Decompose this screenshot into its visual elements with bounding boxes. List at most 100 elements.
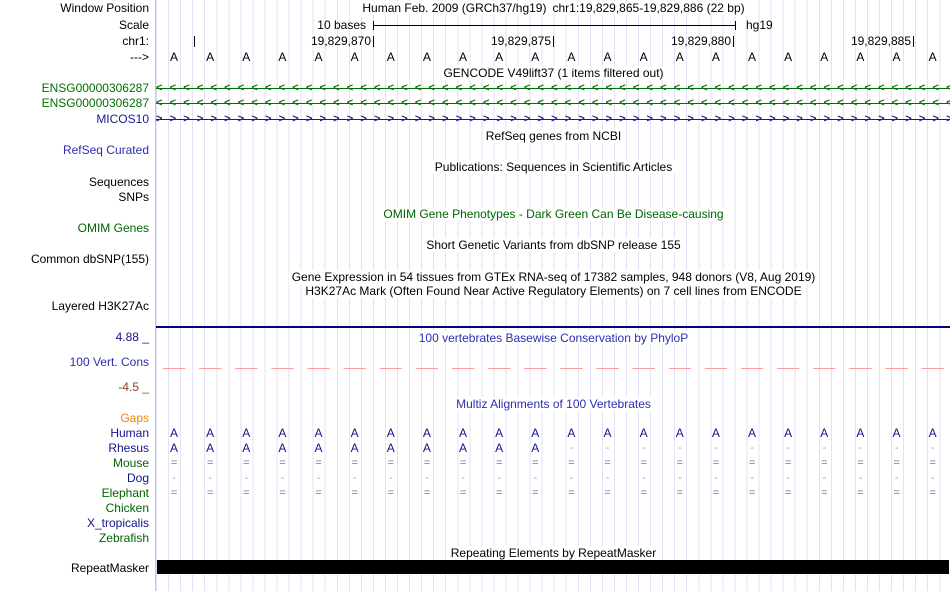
- base-cell: -: [425, 472, 429, 484]
- label-refseq-curated: RefSeq Curated: [62, 143, 149, 157]
- base-cell: A: [206, 50, 215, 64]
- ruler-tick-label: 19,829,870: [310, 34, 371, 48]
- base-cell: -: [569, 442, 574, 454]
- base-cell: A: [892, 50, 901, 64]
- base-cell: -: [461, 472, 465, 484]
- ruler-tick-label: 19,829,880: [670, 34, 731, 48]
- repeatmasker-title: Repeating Elements by RepeatMasker: [156, 546, 950, 561]
- base-cell: -: [641, 442, 646, 454]
- base-cell: =: [676, 487, 684, 499]
- ruler-tick: [194, 36, 195, 47]
- base-cell: -: [714, 472, 718, 484]
- base-cell: -: [786, 442, 791, 454]
- alignment-row-chicken[interactable]: [156, 501, 950, 516]
- alignment-row-elephant[interactable]: = = = = = = = = = = = = = = = = = = = = = =: [156, 486, 950, 501]
- gene-track-ensg00000306287[interactable]: <<<<<<<<<<<<<<<<<<<<<<<<<<<<<<<<<<<<<<<<…: [156, 96, 950, 111]
- label-chrom: chr1:: [122, 34, 149, 48]
- base-cell: =: [748, 487, 756, 499]
- base-cell: -: [750, 442, 754, 454]
- base-cell: -: [605, 442, 610, 454]
- base-cell: =: [315, 487, 322, 499]
- base-cell: -: [677, 442, 682, 454]
- base-cell: =: [568, 457, 575, 469]
- gene-label-ensg00000306287: ENSG00000306287: [41, 81, 149, 95]
- alignment-row-zebrafish[interactable]: [156, 531, 950, 546]
- alignment-row-x_tropicalis[interactable]: [156, 516, 950, 531]
- base-cell: A: [314, 441, 323, 455]
- base-cell: A: [711, 50, 720, 64]
- ruler-tick-label: 19,829,875: [490, 34, 551, 48]
- gene-label-micos10: MICOS10: [96, 112, 149, 126]
- base-cell: A: [350, 441, 359, 455]
- label-omim-genes: OMIM Genes: [77, 221, 149, 235]
- base-cell: A: [711, 426, 720, 440]
- base-cell: A: [350, 426, 359, 440]
- label-repeatmasker: RepeatMasker: [70, 561, 149, 575]
- base-cell: -: [533, 472, 538, 484]
- assembly-title: Human Feb. 2009 (GRCh37/hg19): [359, 1, 550, 15]
- base-cell: A: [278, 441, 287, 455]
- base-cell: A: [206, 426, 215, 440]
- label-gaps: Gaps: [120, 411, 149, 425]
- base-cell: A: [242, 441, 251, 455]
- gencode-title: GENCODE V49lift37 (1 items filtered out): [156, 66, 950, 81]
- base-cell: A: [567, 426, 576, 440]
- base-cell: A: [495, 50, 504, 64]
- repeatmasker-bar[interactable]: [157, 560, 949, 574]
- base-cell: -: [497, 472, 502, 484]
- base-cell: A: [242, 50, 251, 64]
- base-cell: A: [856, 426, 865, 440]
- base-cell: =: [857, 487, 864, 499]
- base-cell: =: [568, 487, 575, 499]
- alignment-row-dog[interactable]: ----------------------: [156, 471, 950, 486]
- base-cell: A: [928, 50, 937, 64]
- base-cell: A: [856, 50, 865, 64]
- label-common-dbsnp: Common dbSNP(155): [30, 252, 149, 266]
- base-cell: A: [170, 426, 179, 440]
- base-cell: A: [495, 441, 504, 455]
- base-cell: -: [714, 442, 718, 454]
- assembly-short: hg19: [746, 18, 773, 32]
- base-cell: A: [459, 50, 468, 64]
- base-cell: =: [315, 457, 322, 469]
- base-cell: -: [352, 472, 357, 484]
- base-cell: A: [386, 441, 395, 455]
- h3k27ac-title: H3K27Ac Mark (Often Found Near Active Re…: [156, 284, 950, 299]
- base-cell: =: [604, 457, 611, 469]
- base-cell: A: [314, 426, 323, 440]
- base-cell: A: [820, 426, 829, 440]
- species-label-elephant: Elephant: [101, 486, 149, 500]
- base-cell: =: [495, 457, 503, 469]
- base-cell: -: [822, 442, 827, 454]
- base-cell: A: [242, 426, 251, 440]
- conservation-max-value: 4.88 _: [115, 330, 149, 344]
- gene-track-ensg00000306287[interactable]: <<<<<<<<<<<<<<<<<<<<<<<<<<<<<<<<<<<<<<<<…: [156, 81, 950, 96]
- gene-track-micos10[interactable]: >>>>>>>>>>>>>>>>>>>>>>>>>>>>>>>>>>>>>>>>…: [156, 112, 950, 127]
- base-cell: -: [316, 472, 321, 484]
- base-cell: A: [639, 50, 648, 64]
- track-area[interactable]: Human Feb. 2009 (GRCh37/hg19) chr1:19,829…: [155, 0, 950, 591]
- base-cell: -: [569, 472, 574, 484]
- base-cell: =: [206, 457, 214, 469]
- base-cell: A: [675, 50, 684, 64]
- scale-row: 10 bases hg19: [156, 18, 950, 33]
- base-cell: =: [893, 487, 900, 499]
- ruler-tick-label: 19,829,885: [850, 34, 911, 48]
- base-cell: A: [531, 50, 540, 64]
- base-cell: A: [748, 426, 757, 440]
- ruler-tick: [373, 36, 374, 47]
- base-cell: A: [386, 50, 395, 64]
- base-cell: =: [170, 487, 178, 499]
- base-cell: =: [748, 457, 756, 469]
- ruler-row[interactable]: 19,829,870 19,829,875 19,829,880 19,829,…: [156, 34, 950, 49]
- species-label-dog: Dog: [126, 471, 149, 485]
- base-cell: =: [351, 457, 358, 469]
- multiz-title: Multiz Alignments of 100 Vertebrates: [156, 397, 950, 412]
- alignment-row-mouse[interactable]: = = = = = = = = = = = = = = = = = = = = = =: [156, 456, 950, 471]
- base-cell: -: [208, 472, 213, 484]
- strand-arrow: --->: [130, 50, 149, 64]
- base-cell: A: [170, 441, 179, 455]
